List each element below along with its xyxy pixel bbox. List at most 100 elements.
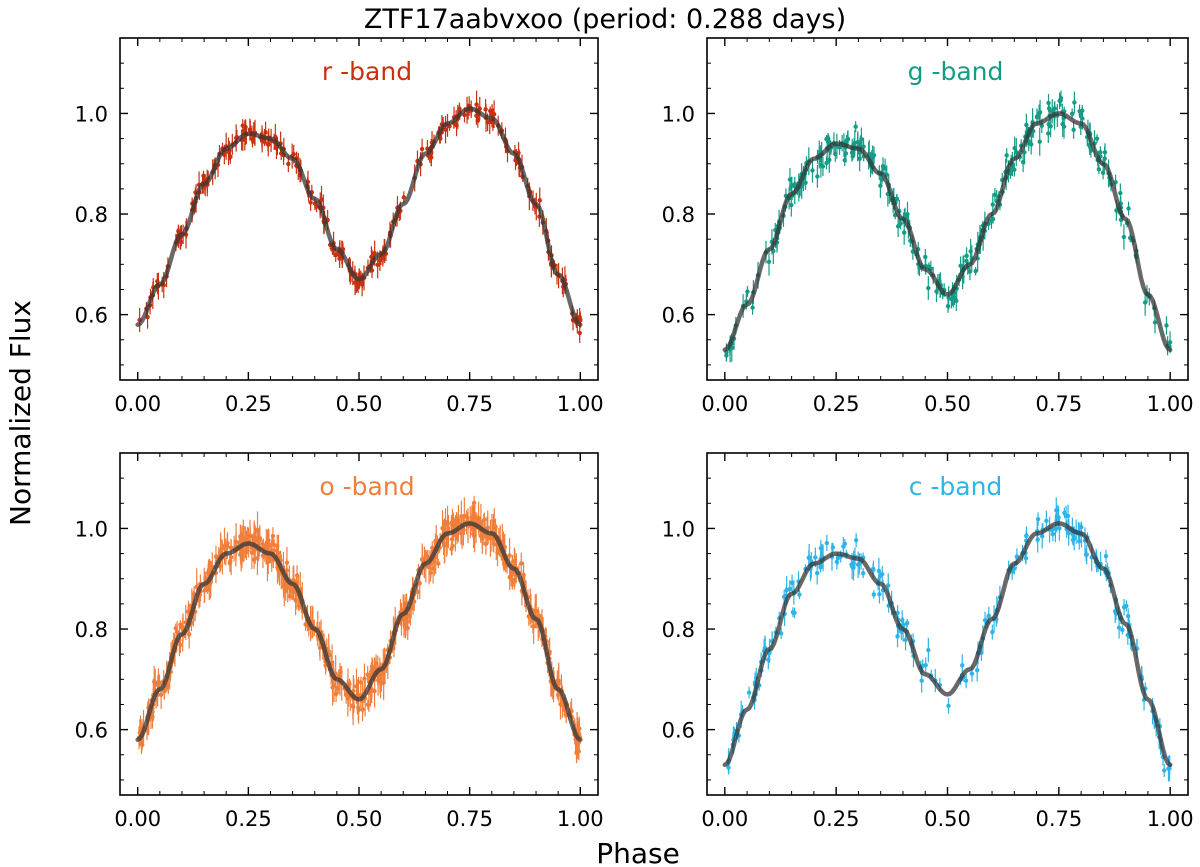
data-point: [895, 224, 901, 229]
data-point: [1014, 149, 1019, 155]
data-point: [789, 202, 794, 208]
data-point: [1100, 170, 1106, 176]
data-point: [1142, 300, 1148, 305]
data-point: [255, 555, 260, 561]
data-point: [969, 671, 975, 676]
data-point: [242, 128, 248, 133]
band-label: c -band: [909, 472, 1003, 501]
x-tick-label: 0.25: [813, 807, 860, 831]
data-point: [871, 592, 876, 597]
data-point: [901, 230, 907, 235]
data-point: [537, 198, 542, 203]
data-point: [797, 592, 802, 597]
model-curve: [722, 111, 1173, 353]
data-point: [960, 663, 965, 668]
data-point: [1037, 109, 1043, 115]
y-tick-label: 1.0: [662, 517, 695, 541]
data-point: [465, 515, 470, 520]
data-point: [281, 584, 286, 589]
data-point: [990, 629, 995, 635]
model-curve: [135, 106, 583, 327]
data-point: [507, 553, 512, 558]
data-point: [158, 692, 164, 697]
data-point: [905, 212, 910, 217]
data-point: [926, 285, 931, 291]
data-point: [247, 127, 253, 132]
r-band-panel: 0.00 0.25 0.50 0.75 1.00 0.6 0.8 1.0 r -band: [75, 37, 604, 416]
x-tick-label: 0.25: [813, 392, 860, 416]
model-curve: [722, 521, 1173, 768]
data-point: [992, 192, 998, 198]
data-point: [531, 624, 536, 629]
data-point: [213, 554, 219, 559]
y-tick-label: 0.6: [75, 304, 108, 328]
data-point: [286, 161, 291, 167]
data-point: [934, 289, 939, 294]
x-tick-label: 0.50: [924, 392, 971, 416]
data-point: [871, 153, 877, 158]
data-point: [362, 676, 367, 681]
data-point: [156, 680, 161, 685]
data-point: [810, 168, 815, 173]
data-point: [851, 565, 856, 570]
x-tick-label: 1.00: [557, 807, 604, 831]
x-tick-label: 0.75: [1035, 807, 1082, 831]
data-point: [1034, 114, 1040, 119]
x-tick-label: 0.75: [446, 807, 493, 831]
data-point: [266, 142, 271, 147]
data-point: [1069, 111, 1075, 117]
data-point: [963, 678, 969, 683]
data-point: [443, 127, 448, 132]
data-point: [1103, 553, 1109, 559]
band-label: g -band: [908, 57, 1004, 86]
data-point: [263, 130, 268, 135]
data-point: [483, 107, 488, 112]
data-point: [1167, 340, 1173, 345]
data-point: [964, 253, 969, 258]
data-point: [152, 679, 157, 684]
data-point: [270, 533, 276, 539]
data-point: [1120, 627, 1125, 633]
data-point: [482, 517, 487, 522]
data-point: [926, 647, 931, 653]
data-point: [1072, 100, 1077, 105]
data-point: [417, 580, 422, 586]
data-point: [789, 580, 795, 586]
data-point: [990, 202, 995, 207]
data-point: [1121, 605, 1127, 610]
data-point: [726, 765, 731, 770]
data-point: [975, 667, 980, 673]
x-tick-label: 1.00: [1147, 807, 1194, 831]
data-point: [860, 570, 866, 576]
data-point: [480, 534, 485, 539]
data-point: [1044, 518, 1049, 524]
data-point: [428, 570, 433, 576]
data-point: [491, 112, 497, 117]
data-point: [1046, 100, 1051, 106]
data-point: [1057, 526, 1062, 531]
data-point: [1014, 554, 1020, 559]
data-point: [952, 295, 957, 300]
data-point: [1080, 116, 1085, 121]
data-point: [903, 637, 908, 643]
data-point: [1053, 526, 1058, 531]
data-point: [186, 632, 192, 637]
data-point: [1004, 153, 1009, 158]
data-point: [973, 268, 978, 274]
data-point: [401, 195, 407, 200]
data-point: [789, 183, 794, 189]
data-point: [818, 546, 824, 551]
data-point: [1125, 613, 1131, 619]
x-tick-label: 1.00: [1147, 392, 1194, 416]
data-point: [1037, 139, 1042, 144]
g-band-panel: 0.00 0.25 0.50 0.75 1.00 0.6 0.8 1.0 g -band: [662, 37, 1194, 416]
data-point: [456, 517, 461, 522]
model-curve: [135, 521, 583, 742]
data-point: [1162, 768, 1167, 773]
data-point: [1096, 167, 1102, 172]
x-tick-label: 0.50: [336, 807, 383, 831]
data-point: [1094, 136, 1100, 141]
data-point: [375, 262, 380, 268]
data-point: [375, 678, 381, 683]
data-point: [285, 585, 290, 591]
